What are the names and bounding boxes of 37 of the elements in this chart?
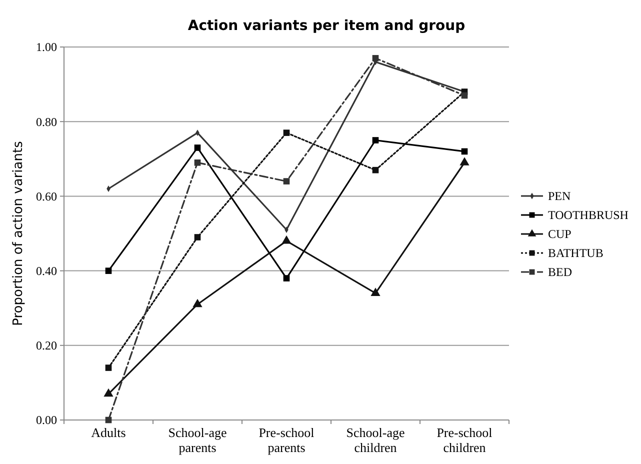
point [283, 178, 290, 184]
y-tick-label: 0.40 [36, 264, 57, 278]
legend-label: TOOTHBRUSH [548, 208, 629, 222]
point [105, 268, 112, 274]
point [372, 166, 379, 174]
point [194, 159, 201, 166]
y-axis-title: Proportion of action variants [11, 140, 26, 326]
point [460, 157, 470, 166]
point [461, 92, 468, 99]
x-tick-label: Pre-school parents [258, 425, 315, 455]
x-tick-label: Adults [91, 425, 126, 440]
point [370, 288, 380, 296]
x-tick-label: School-age children [346, 425, 405, 455]
y-tick-label: 1.00 [36, 40, 57, 54]
chart-title: Action variants per item and group [188, 18, 466, 34]
point [192, 298, 202, 308]
y-tick-label: 0.80 [36, 114, 57, 129]
y-tick-label: 0.60 [36, 189, 57, 204]
point [194, 234, 201, 240]
point [105, 416, 112, 424]
x-tick-label: School-age parents [168, 425, 227, 455]
legend-label: BATHTUB [548, 246, 604, 260]
x-tick-label: Pre-school children [436, 425, 493, 455]
y-tick-label: 0.20 [36, 338, 57, 353]
point [461, 148, 468, 155]
point [372, 55, 379, 62]
legend-label: PEN [548, 189, 572, 204]
legend-label: CUP [548, 227, 572, 242]
point [283, 275, 290, 282]
point [105, 364, 112, 371]
point [104, 388, 114, 397]
y-tick-label: 0.00 [36, 413, 57, 428]
legend-label: BED [548, 265, 572, 280]
point [372, 137, 379, 144]
point [194, 144, 201, 151]
point [282, 235, 292, 244]
point [283, 130, 290, 136]
